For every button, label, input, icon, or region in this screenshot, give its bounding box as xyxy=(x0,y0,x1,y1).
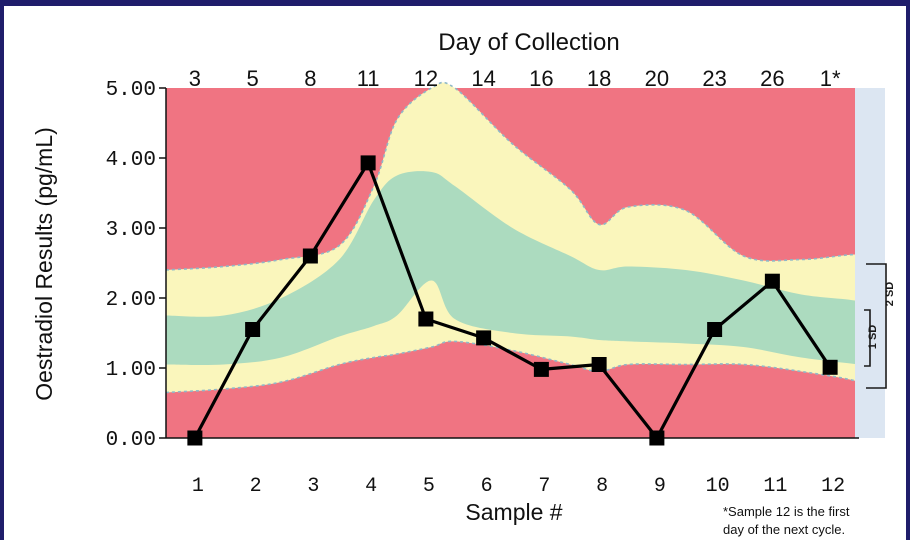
data-point-marker xyxy=(591,357,607,372)
data-point-marker xyxy=(360,155,376,171)
top-axis-title: Day of Collection xyxy=(438,29,619,56)
top-axis-label: 14 xyxy=(471,66,495,91)
series-polyline xyxy=(193,161,832,440)
top-axis-label: 20 xyxy=(645,66,669,91)
top-axis-label: 16 xyxy=(529,66,553,91)
y-tick-label: 5.00 xyxy=(106,79,156,102)
y-tick-label: 0.00 xyxy=(106,429,156,452)
x-tick-label: 5 xyxy=(423,475,435,498)
sd-brackets xyxy=(864,263,887,389)
top-axis-label: 5 xyxy=(247,66,259,91)
x-axis-title: Sample # xyxy=(465,499,562,525)
data-point-marker xyxy=(187,430,203,446)
two-sd-label: 2 SD xyxy=(884,282,896,307)
top-axis-label: 18 xyxy=(587,66,611,91)
data-point-marker xyxy=(822,359,838,375)
data-point-marker xyxy=(707,322,723,337)
top-axis-label: 3 xyxy=(189,66,201,91)
one-sd-bracket xyxy=(864,309,871,367)
x-tick-label: 7 xyxy=(538,475,550,498)
data-point-marker xyxy=(764,273,780,289)
data-point-marker xyxy=(418,311,434,327)
y-axis: 0.00 1.00 2.00 3.00 4.00 5.00 xyxy=(106,79,859,452)
x-tick-label: 10 xyxy=(706,475,730,498)
footnote-line-1: *Sample 12 is the first xyxy=(723,504,850,519)
y-axis-title: Oestradiol Results (pg/mL) xyxy=(31,127,57,401)
top-axis-label: 23 xyxy=(702,66,726,91)
x-tick-label: 6 xyxy=(481,475,493,498)
data-point-marker xyxy=(476,330,492,346)
x-tick-label: 9 xyxy=(654,475,666,498)
top-axis-label: 12 xyxy=(414,66,438,91)
one-sd-band xyxy=(166,171,864,366)
x-tick-label: 1 xyxy=(192,475,204,498)
upper-2sd-edge xyxy=(165,81,865,271)
data-point-marker xyxy=(245,322,261,337)
top-axis-labels: 3 5 8 11 12 14 16 18 20 23 26 1* xyxy=(189,66,841,91)
x-tick-label: 11 xyxy=(763,475,787,498)
y-tick-label: 4.00 xyxy=(106,149,156,172)
top-axis-label: 11 xyxy=(357,66,380,91)
x-tick-label: 3 xyxy=(307,475,319,498)
y-tick-label: 3.00 xyxy=(106,219,156,242)
top-axis-label: 26 xyxy=(760,66,784,91)
footnote-line-2: day of the next cycle. xyxy=(723,522,845,537)
x-tick-labels: 1 2 3 4 5 6 7 8 9 10 11 12 xyxy=(192,475,845,498)
x-tick-label: 2 xyxy=(250,475,262,498)
data-point-marker xyxy=(533,361,549,377)
data-point-marker xyxy=(649,430,665,446)
data-point-marker xyxy=(302,248,318,264)
x-tick-label: 8 xyxy=(596,475,608,498)
one-sd-label: 1 SD xyxy=(867,325,879,350)
top-axis-label: 8 xyxy=(304,66,316,91)
y-tick-label: 2.00 xyxy=(106,289,156,312)
sd-side-panel xyxy=(855,88,885,438)
reference-bands xyxy=(165,81,865,438)
x-tick-label: 12 xyxy=(821,475,845,498)
x-tick-label: 4 xyxy=(365,475,377,498)
y-tick-label: 1.00 xyxy=(106,359,156,382)
top-axis-label: 1* xyxy=(820,66,841,91)
series-line xyxy=(187,155,838,446)
two-sd-bracket xyxy=(866,263,887,389)
